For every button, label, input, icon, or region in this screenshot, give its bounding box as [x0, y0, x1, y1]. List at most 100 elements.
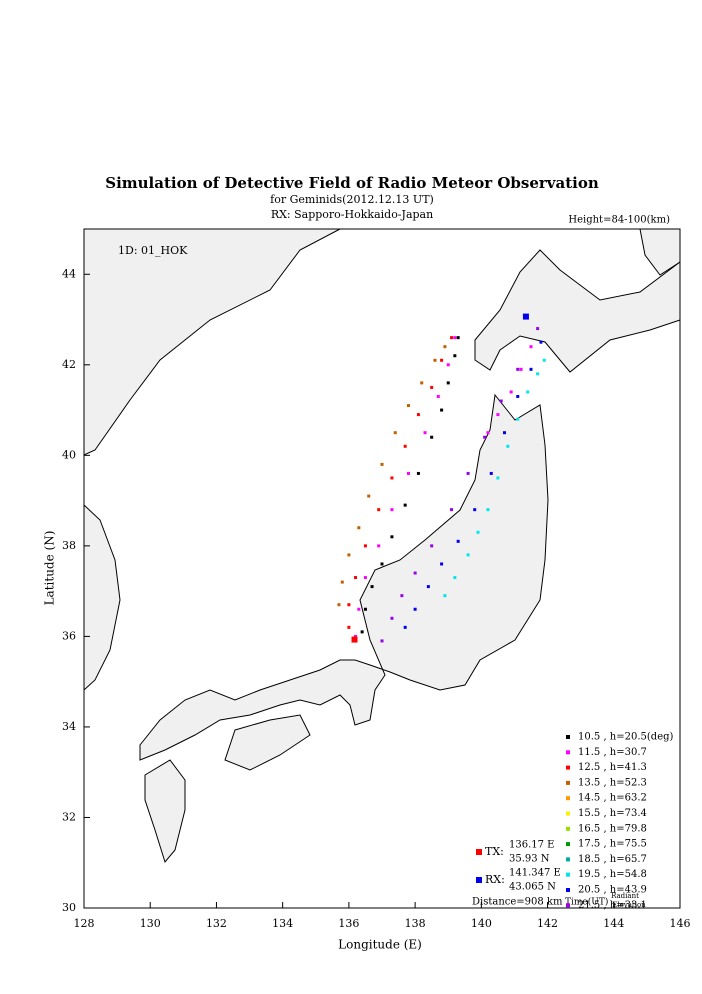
meteor-point — [380, 562, 384, 566]
meteor-point — [433, 358, 437, 362]
meteor-point — [446, 381, 450, 385]
legend-marker — [566, 888, 570, 892]
meteor-point — [476, 530, 480, 534]
meteor-point — [436, 394, 440, 398]
x-tick-label: 134 — [272, 917, 293, 930]
legend-marker — [566, 796, 570, 801]
legend-label: 15.5 , h=73.4 — [578, 808, 647, 819]
meteor-point — [380, 639, 384, 643]
meteor-point — [390, 535, 394, 539]
meteor-point — [486, 508, 490, 512]
meteor-point — [536, 327, 540, 331]
y-tick-label: 34 — [62, 720, 76, 733]
y-axis-label: Latitude (N) — [43, 531, 57, 606]
distance: Distance=908 km — [472, 897, 563, 908]
x-tick-label: 142 — [537, 917, 558, 930]
legend-label: 18.5 , h=65.7 — [578, 854, 647, 865]
meteor-point — [489, 471, 493, 475]
meteor-point — [526, 390, 530, 394]
meteor-point — [453, 336, 457, 340]
x-tick-label: 138 — [405, 917, 426, 930]
meteor-point — [403, 444, 407, 448]
legend-label: 13.5 , h=52.3 — [578, 777, 647, 788]
meteor-point — [403, 503, 407, 507]
legend-marker — [566, 765, 570, 770]
meteor-point — [450, 508, 454, 512]
meteor-point — [529, 367, 533, 371]
meteor-point — [406, 404, 410, 408]
shikoku — [224, 714, 311, 771]
station-legend-marker — [476, 877, 482, 883]
meteor-point — [509, 390, 513, 394]
meteor-point — [503, 431, 507, 435]
legend-marker — [566, 811, 570, 816]
x-tick-label: 130 — [140, 917, 161, 930]
meteor-point — [440, 562, 444, 566]
height-note: Height=84-100(km) — [568, 215, 670, 226]
chart-subtitle: RX: Sapporo-Hokkaido-Japan — [271, 208, 433, 221]
meteor-point — [416, 413, 420, 417]
meteor-point — [360, 630, 364, 634]
meteor-point — [347, 625, 351, 629]
legend-label: 16.5 , h=79.8 — [578, 823, 647, 834]
legend-label: 11.5 , h=30.7 — [578, 747, 647, 758]
plot-frame — [83, 228, 681, 909]
y-tick-label: 44 — [62, 267, 76, 280]
legend-label: 14.5 , h=63.2 — [578, 793, 647, 804]
meteor-point — [483, 435, 487, 439]
x-tick-label: 144 — [603, 917, 624, 930]
meteor-point — [367, 494, 371, 498]
meteor-point — [453, 576, 457, 580]
station-lat: 35.93 N — [509, 854, 550, 865]
legend-marker — [566, 750, 570, 755]
meteor-point — [354, 576, 358, 580]
legend-marker — [566, 857, 570, 862]
meteor-point — [539, 340, 543, 344]
y-tick-label: 42 — [62, 358, 76, 371]
kyushu — [144, 759, 186, 864]
meteor-point — [390, 476, 394, 480]
meteor-point — [390, 616, 394, 620]
elevation-label: Elevation — [612, 901, 646, 909]
x-tick-label: 128 — [74, 917, 95, 930]
meteor-point — [456, 539, 460, 543]
meteor-point — [440, 358, 444, 362]
honshu — [139, 393, 549, 761]
y-tick-label: 32 — [62, 810, 76, 823]
meteor-point — [466, 471, 470, 475]
meteor-point — [363, 544, 367, 548]
legend-marker — [566, 735, 570, 739]
meteor-point — [446, 363, 450, 367]
meteor-point — [496, 476, 500, 480]
map — [83, 228, 681, 909]
meteor-point — [393, 431, 397, 435]
meteor-point — [400, 594, 404, 598]
station-legend-marker — [476, 849, 482, 855]
meteor-point — [416, 471, 420, 475]
meteor-point — [413, 607, 417, 611]
meteor-point — [403, 625, 407, 629]
meteor-point — [516, 394, 520, 398]
chart-subtitle: for Geminids(2012.12.13 UT) — [270, 193, 434, 206]
meteor-point — [443, 345, 447, 349]
y-tick-label: 30 — [62, 901, 76, 914]
meteor-point — [456, 336, 460, 340]
meteor-point — [390, 508, 394, 512]
meteor-point — [453, 354, 457, 358]
meteor-point — [519, 367, 523, 371]
legend-marker — [566, 826, 570, 831]
y-tick-label: 40 — [62, 448, 76, 461]
y-tick-label: 36 — [62, 629, 76, 642]
meteor-point — [380, 462, 384, 466]
x-tick-label: 136 — [338, 917, 359, 930]
meteor-point — [363, 607, 367, 611]
meteor-point — [426, 585, 430, 589]
meteor-point — [443, 594, 447, 598]
meteor-point — [347, 553, 351, 557]
meteor-point — [370, 585, 374, 589]
mainland — [83, 228, 341, 456]
meteor-point — [430, 385, 434, 389]
meteor-point — [354, 634, 358, 638]
station-marker — [522, 313, 529, 320]
